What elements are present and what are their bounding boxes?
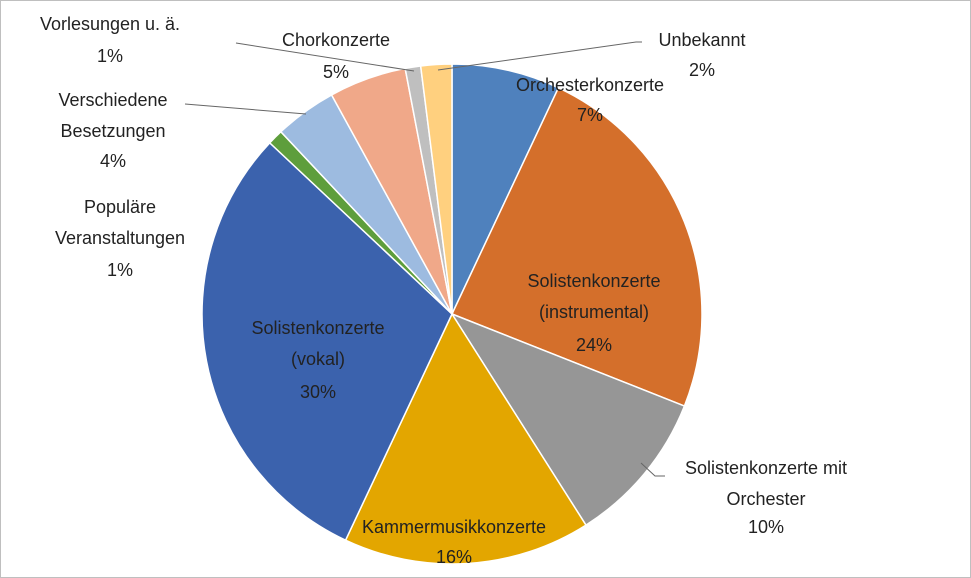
value-label: 1% (106, 260, 133, 280)
pie-slice (450, 86, 703, 408)
value-label: 1% (96, 46, 123, 66)
pie-slice (451, 63, 560, 315)
pie-slice (344, 312, 587, 565)
slice-label: Unbekannt (658, 30, 746, 50)
value-label: 7% (576, 105, 603, 125)
leader-line (235, 42, 415, 72)
leader-line (640, 462, 665, 477)
slice-label: Orchesterkonzerte (515, 75, 665, 95)
slice-label: Verschiedene Besetzungen (58, 90, 168, 141)
value-label: 2% (688, 60, 715, 80)
leader-line (437, 41, 642, 71)
value-label: 4% (99, 151, 126, 171)
value-label: 5% (322, 62, 349, 82)
pie-slice (450, 312, 686, 527)
value-label: 16% (435, 547, 473, 567)
pie-slice (419, 63, 453, 315)
leader-line (184, 103, 307, 115)
slice-label: Populäre Veranstaltungen (54, 197, 186, 248)
pie-slice (201, 141, 453, 542)
value-label: 24% (575, 335, 613, 355)
value-label: 30% (299, 382, 337, 402)
slice-label: Solistenkonzerte (instrumental) (527, 271, 661, 322)
slice-label: Kammermusikkonzerte (361, 517, 547, 537)
slice-label: Chorkonzerte (281, 30, 391, 50)
slice-label: Solistenkonzerte mit Orchester (684, 458, 848, 509)
slice-label: Vorlesungen u. ä. (39, 14, 181, 34)
value-label: 10% (747, 517, 785, 537)
slice-label: Solistenkonzerte (vokal) (251, 318, 385, 369)
